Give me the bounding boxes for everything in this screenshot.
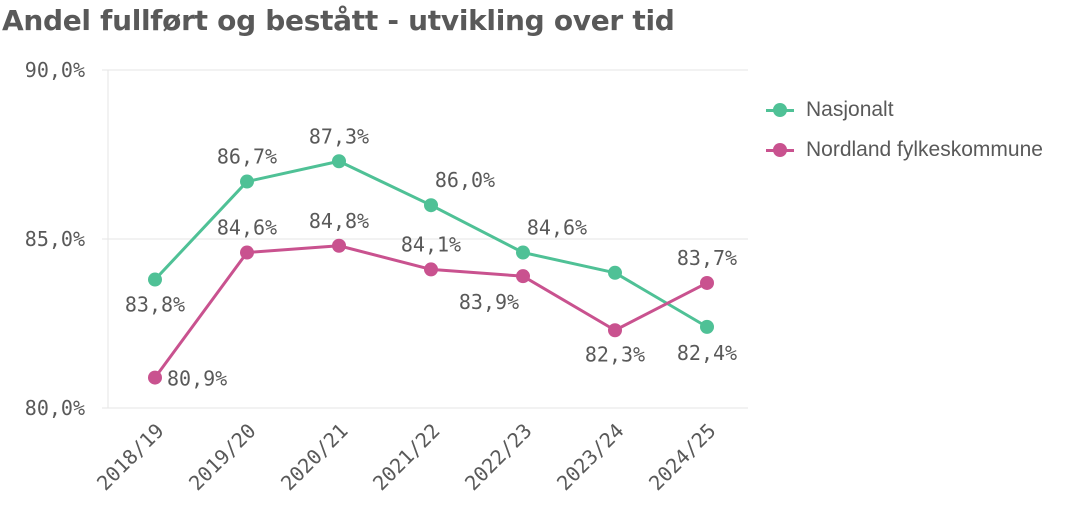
y-tick-label: 80,0%: [25, 396, 85, 420]
data-point-nordland[interactable]: [424, 262, 438, 277]
legend-label-nordland: Nordland fylkeskommune: [806, 138, 1043, 161]
data-point-nordland[interactable]: [608, 323, 622, 338]
data-label-nasjonalt: 83,8%: [125, 293, 185, 317]
data-label-nordland: 84,1%: [401, 232, 461, 256]
data-point-nasjonalt[interactable]: [148, 272, 162, 287]
data-point-nordland[interactable]: [700, 275, 714, 290]
legend: Nasjonalt Nordland fylkeskommune: [766, 90, 1043, 170]
x-tick-label: 2022/23: [460, 419, 537, 496]
data-label-nasjonalt: 87,3%: [309, 124, 369, 148]
data-point-nasjonalt[interactable]: [516, 245, 530, 260]
x-tick-label: 2018/19: [92, 419, 169, 496]
chart-title: Andel fullført og bestått - utvikling ov…: [2, 4, 675, 37]
x-tick-label: 2021/22: [368, 419, 445, 496]
x-tick-label: 2019/20: [184, 419, 261, 496]
data-point-nordland[interactable]: [332, 238, 346, 253]
data-label-nasjonalt: 86,0%: [435, 168, 495, 192]
data-label-nordland: 83,9%: [459, 290, 519, 314]
data-point-nordland[interactable]: [516, 269, 530, 284]
data-label-nordland: 84,6%: [217, 216, 277, 240]
data-label-nordland: 83,7%: [677, 246, 737, 270]
data-label-nasjonalt: 86,7%: [217, 145, 277, 169]
data-point-nasjonalt[interactable]: [240, 174, 254, 189]
y-tick-label: 85,0%: [25, 227, 85, 251]
y-tick-label: 90,0%: [25, 58, 85, 82]
x-tick-label: 2024/25: [644, 419, 721, 496]
x-tick-label: 2023/24: [552, 419, 629, 496]
data-label-nasjonalt: 82,4%: [677, 341, 737, 365]
data-point-nasjonalt[interactable]: [332, 154, 346, 169]
data-point-nordland[interactable]: [148, 370, 162, 385]
data-label-nordland: 80,9%: [167, 367, 227, 391]
x-tick-label: 2020/21: [276, 419, 353, 496]
data-point-nasjonalt[interactable]: [424, 198, 438, 213]
legend-label-nasjonalt: Nasjonalt: [806, 98, 894, 121]
data-label-nasjonalt: 84,6%: [527, 216, 587, 240]
data-point-nasjonalt[interactable]: [608, 265, 622, 280]
legend-marker-nordland: [766, 143, 794, 157]
data-point-nasjonalt[interactable]: [700, 319, 714, 334]
data-label-nordland: 82,3%: [585, 342, 645, 366]
legend-item-nasjonalt[interactable]: Nasjonalt: [766, 90, 1043, 130]
data-label-nordland: 84,8%: [309, 209, 369, 233]
legend-marker-nasjonalt: [766, 103, 794, 117]
data-point-nordland[interactable]: [240, 245, 254, 260]
legend-item-nordland[interactable]: Nordland fylkeskommune: [766, 130, 1043, 170]
